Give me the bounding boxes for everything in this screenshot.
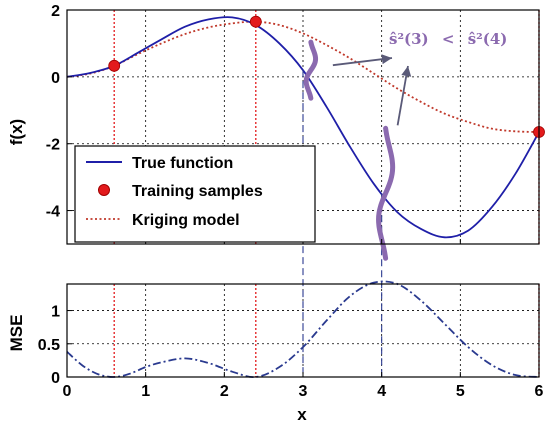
annotation-formula: ŝ²(3) < ŝ²(4) <box>389 30 507 48</box>
top-ytick-label: -2 <box>46 137 60 154</box>
variance-curve-x3 <box>303 39 319 101</box>
top-ytick-label: -4 <box>46 204 60 221</box>
annotation-left: ŝ²(3) <box>389 30 429 48</box>
bottom-xlabel: x <box>297 405 307 424</box>
annotation-operator: < <box>442 30 455 48</box>
bottom-xtick-label: 0 <box>63 383 72 400</box>
bottom-xtick-label: 1 <box>141 383 150 400</box>
bottom-xtick-label: 3 <box>299 383 308 400</box>
training-sample-point <box>249 15 262 28</box>
bottom-xtick-label: 6 <box>535 383 544 400</box>
bottom-xtick-label: 5 <box>456 383 465 400</box>
variance-annotation: ŝ²(3) < ŝ²(4) <box>389 30 507 48</box>
kriging-model-line <box>66 20 540 133</box>
legend-training-samples-label: Training samples <box>132 183 263 200</box>
mse-line <box>66 280 540 378</box>
bottom-ytick-label: 0.5 <box>38 337 60 354</box>
annotation-right: ŝ²(4) <box>468 30 508 48</box>
annotation-layer <box>302 39 412 377</box>
bottom-ytick-label: 1 <box>51 304 60 321</box>
top-ylabel: f(x) <box>7 119 26 145</box>
bottom-xtick-label: 2 <box>220 383 229 400</box>
legend-true-function-label: True function <box>132 155 233 172</box>
legend-kriging-model-label: Kriging model <box>132 212 240 229</box>
training-sample-point <box>108 59 121 72</box>
bottom-ytick-label: 0 <box>51 370 60 387</box>
axes-layer: -4 -2 0 2 0 0.5 1 0 1 2 3 4 5 6 <box>38 3 544 400</box>
top-ytick-label: 0 <box>51 70 60 87</box>
top-ytick-label: 2 <box>51 3 60 20</box>
legend-training-samples-swatch <box>98 184 110 196</box>
annotation-arrow-x4-head <box>401 66 412 77</box>
bottom-xtick-label: 4 <box>377 383 386 400</box>
true-function-line <box>66 16 540 239</box>
annotation-arrow-x4 <box>396 65 409 126</box>
variance-curve-x4 <box>376 125 396 261</box>
legend: True function Training samples Kriging m… <box>74 145 316 243</box>
bottom-ylabel: MSE <box>7 315 26 352</box>
annotation-arrow-x3-head <box>381 54 392 65</box>
